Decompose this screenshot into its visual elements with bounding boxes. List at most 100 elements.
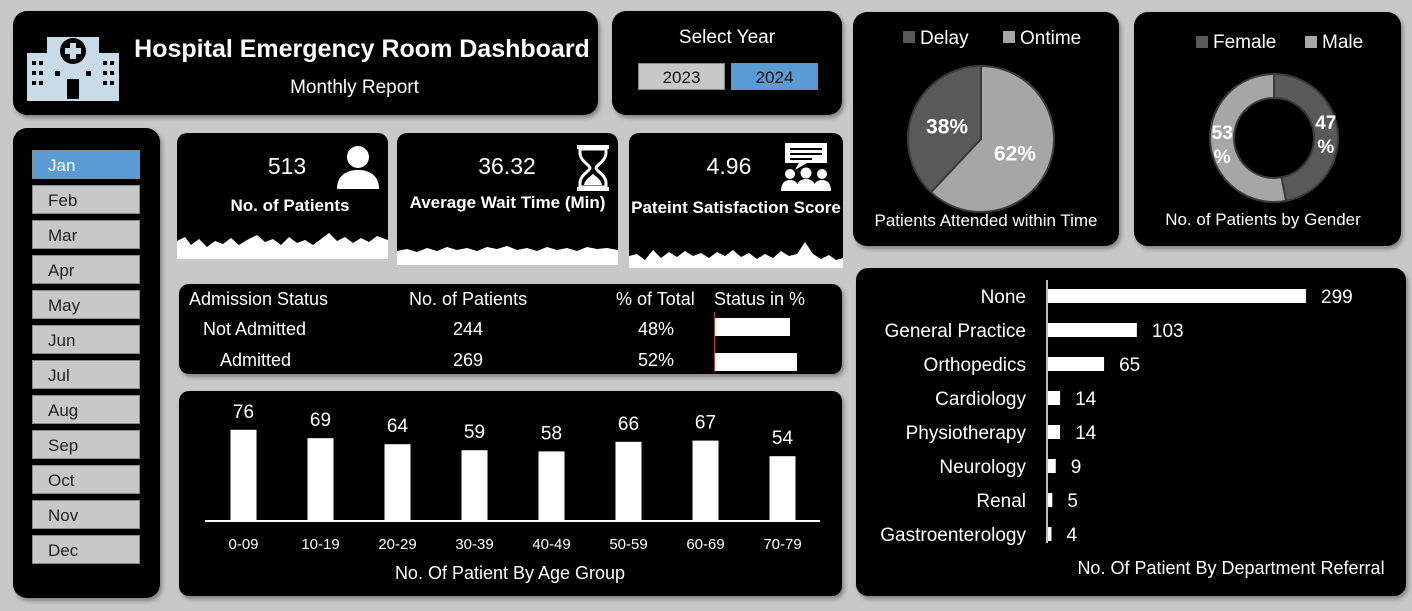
month-button-mar[interactable]: Mar — [32, 220, 140, 249]
year-selector: Select Year 2023 2024 — [612, 11, 842, 115]
donut-legend-swatch — [1305, 36, 1317, 48]
hospital-icon — [27, 29, 119, 106]
hourglass-icon — [577, 145, 609, 191]
attended-pie-chart: Delay Ontime 62% 38% Patients Attended withi… — [874, 28, 1097, 230]
age-bar-label: 59 — [464, 422, 485, 443]
month-button-feb[interactable]: Feb — [32, 185, 140, 214]
age-bar-50-59 — [615, 441, 642, 521]
age-bar-label: 66 — [618, 414, 639, 435]
donut-slice-female — [1273, 72, 1339, 203]
person-icon — [337, 146, 379, 189]
month-button-oct[interactable]: Oct — [32, 465, 140, 494]
dept-category-label: Neurology — [939, 457, 1026, 478]
page-title: Hospital Emergency Room Dashboard — [134, 35, 590, 63]
header-no-of-patients: No. of Patients — [409, 289, 528, 309]
dept-category-label: None — [981, 287, 1026, 308]
age-group-chart-card: 76 0-09 69 10-19 64 20-29 59 30-39 58 40-49 66 50-5… — [179, 391, 842, 596]
age-tick-label: 30-39 — [455, 536, 493, 553]
title-card: Hospital Emergency Room Dashboard Monthl… — [13, 11, 598, 115]
donut-slice-label-unit: % — [1317, 137, 1334, 158]
dept-bar-label: 5 — [1067, 491, 1078, 512]
month-button-nov[interactable]: Nov — [32, 500, 140, 529]
donut-legend-label: Male — [1322, 32, 1363, 53]
row-not-admitted-count: 244 — [453, 319, 484, 339]
age-group-chart: 76 0-09 69 10-19 64 20-29 59 30-39 58 40-49 66 50-5… — [205, 402, 820, 583]
pie-chart-title: Patients Attended within Time — [874, 211, 1097, 230]
dept-bar-general-practice — [1048, 323, 1137, 337]
dept-bar-none — [1048, 289, 1306, 303]
header-admission-status: Admission Status — [189, 289, 329, 309]
dept-bar-label: 299 — [1321, 287, 1353, 308]
dept-bar-physiotherapy — [1048, 425, 1061, 439]
age-tick-label: 0-09 — [228, 536, 258, 553]
gender-donut-card: Female Male 47% 53% No. of Patients by Gende… — [1134, 12, 1401, 246]
year-button-2024[interactable]: 2024 — [731, 63, 818, 90]
age-tick-label: 10-19 — [301, 536, 339, 553]
pie-slice-ontime — [929, 64, 1055, 213]
age-bar-0-09 — [230, 429, 257, 521]
month-button-may[interactable]: May — [32, 290, 140, 319]
dept-bar-gastroenterology — [1048, 527, 1052, 541]
dept-category-label: Cardiology — [935, 389, 1026, 410]
row-not-admitted-status: Not Admitted — [203, 319, 307, 339]
dept-bar-neurology — [1048, 459, 1056, 473]
month-button-jun[interactable]: Jun — [32, 325, 140, 354]
kpi-card-patients: 513 No. of Patients — [177, 133, 388, 259]
dept-bar-orthopedics — [1048, 357, 1105, 371]
month-button-dec[interactable]: Dec — [32, 535, 140, 564]
dept-bar-label: 14 — [1075, 389, 1097, 410]
age-bar-20-29 — [384, 444, 411, 521]
month-button-jan[interactable]: Jan — [32, 150, 140, 179]
dept-category-label: General Practice — [884, 321, 1026, 342]
age-tick-label: 70-79 — [763, 536, 801, 553]
pie-slice-delay — [907, 64, 982, 194]
dept-category-label: Gastroenterology — [880, 525, 1026, 546]
dept-bar-cardiology — [1048, 391, 1061, 405]
month-slicer: Jan Feb Mar Apr May Jun Jul Aug Sep Oct … — [13, 128, 160, 598]
age-tick-label: 50-59 — [609, 536, 647, 553]
dept-bar-label: 4 — [1066, 525, 1077, 546]
gender-donut-chart: Female Male 47% 53% No. of Patients by Gende… — [1165, 32, 1363, 229]
age-bar-10-19 — [307, 438, 334, 521]
donut-slice-label: 53 — [1212, 123, 1233, 144]
dept-chart-title: No. Of Patient By Department Referral — [1077, 558, 1384, 578]
age-bar-label: 69 — [310, 410, 331, 431]
year-selector-title: Select Year — [678, 27, 776, 48]
row-not-admitted-pct: 48% — [638, 319, 675, 339]
age-bar-30-39 — [461, 450, 488, 521]
dept-bar-label: 14 — [1075, 423, 1097, 444]
sparkline-wait-time — [397, 246, 618, 265]
header-pct-total: % of Total — [616, 289, 695, 309]
table-divider — [714, 312, 715, 372]
dept-bar-label: 9 — [1071, 457, 1082, 478]
sparkline-patients — [177, 233, 388, 259]
month-button-sep[interactable]: Sep — [32, 430, 140, 459]
year-button-2023[interactable]: 2023 — [638, 63, 725, 90]
pie-legend-label: Ontime — [1020, 28, 1081, 49]
age-bar-label: 64 — [387, 416, 409, 437]
donut-chart-title: No. of Patients by Gender — [1165, 210, 1361, 229]
department-chart-card: None 299 General Practice 103 Orthopedics 65 C… — [856, 268, 1406, 596]
pie-legend-swatch — [903, 31, 915, 43]
month-button-aug[interactable]: Aug — [32, 395, 140, 424]
kpi-value-wait-time: 36.32 — [478, 153, 536, 179]
donut-legend-label: Female — [1213, 32, 1276, 53]
dept-category-label: Orthopedics — [924, 355, 1026, 376]
dept-category-label: Renal — [976, 491, 1026, 512]
age-bar-70-79 — [769, 456, 796, 521]
pie-slice-label: 38% — [926, 116, 968, 139]
pie-legend-swatch — [1003, 31, 1015, 43]
age-bar-60-69 — [692, 440, 719, 521]
age-tick-label: 40-49 — [532, 536, 570, 553]
donut-slice-label: 47 — [1315, 113, 1336, 134]
dept-bar-label: 65 — [1119, 355, 1140, 376]
kpi-label-patients: No. of Patients — [230, 196, 350, 215]
age-tick-label: 60-69 — [686, 536, 724, 553]
age-bar-label: 58 — [541, 423, 562, 444]
row-admitted-bar — [715, 353, 797, 371]
kpi-value-patients: 513 — [267, 153, 307, 179]
month-button-apr[interactable]: Apr — [32, 255, 140, 284]
row-not-admitted-bar — [715, 318, 791, 336]
donut-slice-male — [1209, 72, 1288, 203]
month-button-jul[interactable]: Jul — [32, 360, 140, 389]
